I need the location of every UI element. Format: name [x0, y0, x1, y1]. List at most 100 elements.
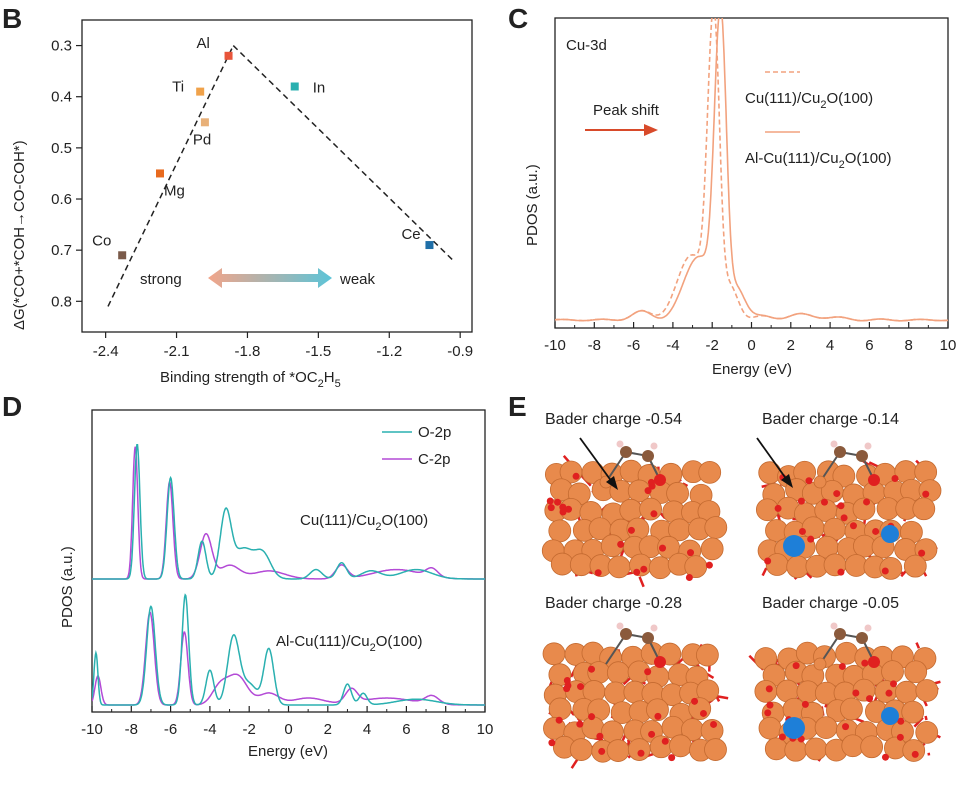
c-xtick-label: -8 — [588, 337, 601, 354]
cu-atom — [903, 554, 927, 578]
panel-d-xlabel: Energy (eV) — [248, 743, 328, 760]
o-bond — [761, 567, 768, 577]
structure-al-bader-005 — [748, 622, 941, 762]
al-atom — [881, 525, 899, 543]
panel-c-title: Cu-3d — [566, 37, 607, 54]
adsorbate-o-atom — [868, 656, 880, 668]
o-atom — [801, 700, 809, 708]
o-atom — [572, 472, 580, 480]
strong-weak-arrow — [208, 268, 332, 288]
cu-atom — [881, 660, 904, 684]
o-atom — [668, 754, 676, 762]
cu-atom — [832, 464, 856, 488]
o-atom — [840, 514, 848, 522]
point-label-pd: Pd — [193, 131, 211, 148]
o-atom — [659, 544, 667, 552]
cu-atom — [764, 737, 788, 761]
h-atom — [650, 624, 658, 632]
o-atom — [637, 749, 645, 757]
o-atom — [644, 668, 652, 676]
panel-e-structures: Bader charge -0.54 Bader charge -0.14 Ba… — [541, 411, 942, 769]
o-atom — [872, 527, 880, 535]
o-atom — [546, 497, 554, 505]
cu-atom — [784, 738, 808, 762]
h-atom — [830, 622, 838, 630]
panel-c-cu3d-pdos: -10 -8 -6 -4 -2 0 2 4 6 8 10 Cu-3d Peak shift Cu(1… — [524, 17, 956, 378]
series-c2p-bottom — [92, 611, 485, 706]
series-o2p-top — [92, 443, 485, 580]
o-atom — [837, 568, 845, 576]
legend-c-al-cu111-cu2o100: Al-Cu(111)/Cu2O(100) — [745, 150, 891, 171]
cu-atom — [649, 735, 673, 759]
o-atom — [764, 709, 772, 717]
point-al — [224, 51, 233, 60]
legend-c-cu111-cu2o100: Cu(111)/Cu2O(100) — [745, 90, 873, 111]
volcano-line — [107, 45, 234, 307]
o-atom — [588, 665, 596, 673]
c-atom — [856, 632, 868, 644]
o-atom — [922, 490, 930, 498]
weak-label: weak — [339, 271, 376, 288]
b-xtick-label: -2.4 — [93, 343, 119, 360]
o-atom — [576, 720, 584, 728]
adsorbate-o-atom — [654, 474, 666, 486]
o-atom — [766, 701, 774, 709]
cu-atom — [840, 697, 863, 721]
panel-d-pdos: -10 -8 -6 -4 -2 0 2 4 6 8 10 O-2p C-2p Cu(111)/Cu2… — [59, 409, 493, 760]
o-atom — [765, 685, 773, 693]
o-atom — [644, 487, 652, 495]
structure-cu-bader-054 — [541, 440, 728, 588]
panel-b-volcano-plot: -2.4 -2.1 -1.8 -1.5 -1.2 -0.9 0.3 0.4 0.5 0.6 0.7 0… — [11, 19, 473, 390]
d-xtick-label: 0 — [284, 721, 292, 738]
o-atom — [911, 750, 919, 758]
o-atom — [764, 557, 772, 565]
pointer-arrow-2 — [756, 437, 793, 488]
cu-atom — [814, 716, 838, 740]
point-label-ti: Ti — [172, 79, 184, 96]
cu-atom — [669, 734, 692, 758]
point-label-in: In — [313, 79, 326, 96]
point-mg — [156, 169, 164, 178]
o-atom — [805, 477, 813, 485]
cu-atom — [646, 698, 669, 722]
c-atom — [834, 446, 846, 458]
b-xtick-label: -1.8 — [235, 343, 261, 360]
o-atom — [565, 505, 573, 513]
d-xtick-label: -10 — [81, 721, 103, 738]
o-atom — [633, 568, 641, 576]
cu-atom — [915, 720, 939, 744]
o-atom — [650, 510, 658, 518]
b-xtick-label: -0.9 — [447, 343, 473, 360]
cu-atom — [606, 739, 630, 762]
d-xtick-label: 6 — [402, 721, 410, 738]
c-atom — [834, 628, 846, 640]
cu-atom — [704, 738, 727, 761]
o-atom — [849, 522, 857, 530]
cu-atom — [548, 697, 572, 721]
panel-d-ylabel: PDOS (a.u.) — [59, 546, 76, 628]
o-atom — [627, 526, 635, 534]
o-atom — [559, 508, 567, 516]
volcano-line — [232, 45, 454, 261]
c-atom — [642, 632, 654, 644]
b-xtick-label: -1.5 — [305, 343, 331, 360]
cu-atom — [695, 643, 719, 667]
o-atom — [563, 685, 571, 693]
bader-caption-1: Bader charge -0.54 — [545, 411, 682, 428]
label-d-al-cu111-cu2o100: Al-Cu(111)/Cu2O(100) — [276, 633, 422, 654]
o-atom — [548, 739, 556, 747]
c-xtick-label: 0 — [747, 337, 755, 354]
o-atom — [778, 733, 786, 741]
o-atom — [648, 730, 656, 738]
b-ytick-label: 0.8 — [51, 293, 72, 310]
cu-atom — [569, 553, 593, 577]
cu-atom — [804, 737, 828, 761]
cu-atom — [604, 681, 627, 705]
panel-label-c: C — [508, 3, 528, 34]
o-atom — [577, 683, 585, 691]
o-atom — [896, 733, 904, 741]
cu-atom — [801, 516, 825, 540]
pointer-arrow-1 — [579, 437, 618, 490]
cu-atom — [765, 553, 789, 576]
o-atom — [647, 478, 655, 486]
